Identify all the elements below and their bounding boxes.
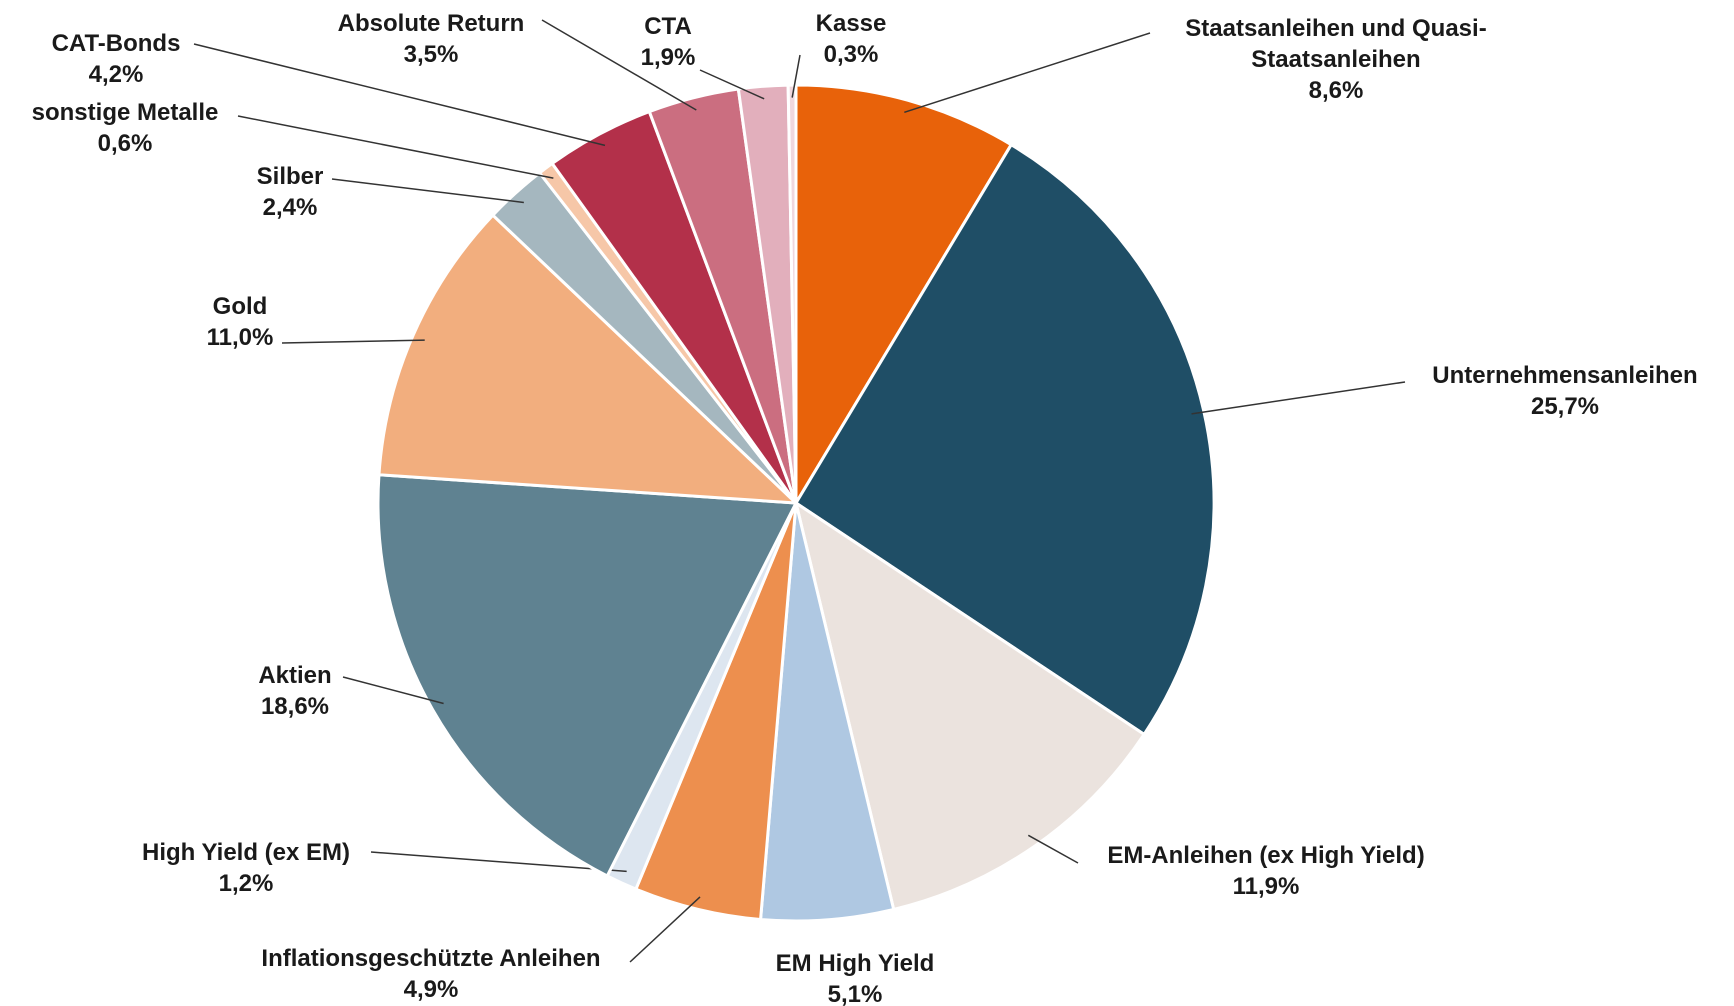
leader-line	[331, 178, 524, 204]
category-label: Absolute Return	[337, 10, 525, 37]
category-label: EM-Anleihen (ex High Yield)	[1107, 842, 1425, 869]
leader-line	[193, 43, 606, 147]
leader-line	[629, 896, 701, 963]
leader-line	[370, 851, 627, 873]
value-label: 5,1%	[827, 981, 883, 1006]
slice-label: Silber 2,4%	[257, 161, 324, 223]
pie-slice	[376, 473, 798, 878]
leader-line	[1191, 381, 1406, 415]
pie-slice	[377, 213, 798, 505]
slice-label: High Yield (ex EM) 1,2%	[142, 837, 350, 899]
category-label: sonstige Metalle	[31, 99, 219, 126]
category-label: Gold	[212, 293, 268, 320]
slice-label: Gold 11,0%	[207, 291, 274, 353]
slice-label: EM-Anleihen (ex High Yield) 11,9%	[1107, 840, 1424, 902]
category-label: Inflationsgeschützte Anleihen	[261, 945, 601, 972]
category-label: EM High Yield	[775, 950, 935, 977]
value-label: 8,6%	[1308, 77, 1364, 104]
slice-label: Aktien 18,6%	[258, 660, 331, 722]
leader-line	[541, 19, 697, 111]
leader-line	[237, 115, 554, 179]
value-label: 18,6%	[260, 693, 330, 720]
pie-slice	[794, 143, 1216, 736]
slice-label: CTA 1,9%	[641, 11, 696, 73]
pie-slice	[786, 83, 798, 505]
slice-label: Absolute Return 3,5%	[338, 8, 525, 70]
slice-label: CAT-Bonds 4,2%	[52, 28, 181, 90]
leader-line	[281, 339, 425, 344]
slice-label: EM High Yield 5,1%	[776, 948, 935, 1006]
slice-label: Unternehmensanleihen 25,7%	[1432, 360, 1697, 422]
value-label: 11,0%	[206, 324, 274, 351]
category-label: High Yield (ex EM)	[141, 839, 351, 866]
leader-line	[904, 32, 1151, 113]
value-label: 4,9%	[403, 976, 459, 1003]
category-label: Silber	[256, 163, 324, 190]
category-label: CAT-Bonds	[51, 30, 181, 57]
category-label: Staatsanleihen und Quasi-Staatsanleihen	[1185, 15, 1487, 73]
slice-label: Kasse 0,3%	[816, 8, 887, 70]
value-label: 0,6%	[97, 130, 153, 157]
category-label: Unternehmensanleihen	[1432, 362, 1698, 389]
value-label: 11,9%	[1232, 873, 1300, 900]
slice-label: Staatsanleihen und Quasi-Staatsanleihen 8…	[1171, 13, 1501, 106]
value-label: 1,2%	[218, 870, 274, 897]
pie-slice	[794, 501, 1146, 911]
value-label: 0,3%	[823, 41, 879, 68]
value-label: 4,2%	[88, 61, 144, 88]
leader-line	[1027, 834, 1079, 864]
category-label: CTA	[644, 13, 692, 40]
pie-slice	[794, 83, 1013, 505]
leader-line	[791, 54, 801, 98]
category-label: Kasse	[815, 10, 887, 37]
slice-label: sonstige Metalle 0,6%	[32, 97, 219, 159]
leader-line	[699, 69, 765, 100]
slice-label: Inflationsgeschützte Anleihen 4,9%	[261, 943, 600, 1005]
leader-line	[342, 676, 444, 705]
category-label: Aktien	[258, 662, 332, 689]
value-label: 3,5%	[403, 41, 459, 68]
value-label: 1,9%	[640, 44, 696, 71]
value-label: 2,4%	[262, 194, 318, 221]
value-label: 25,7%	[1530, 393, 1600, 420]
